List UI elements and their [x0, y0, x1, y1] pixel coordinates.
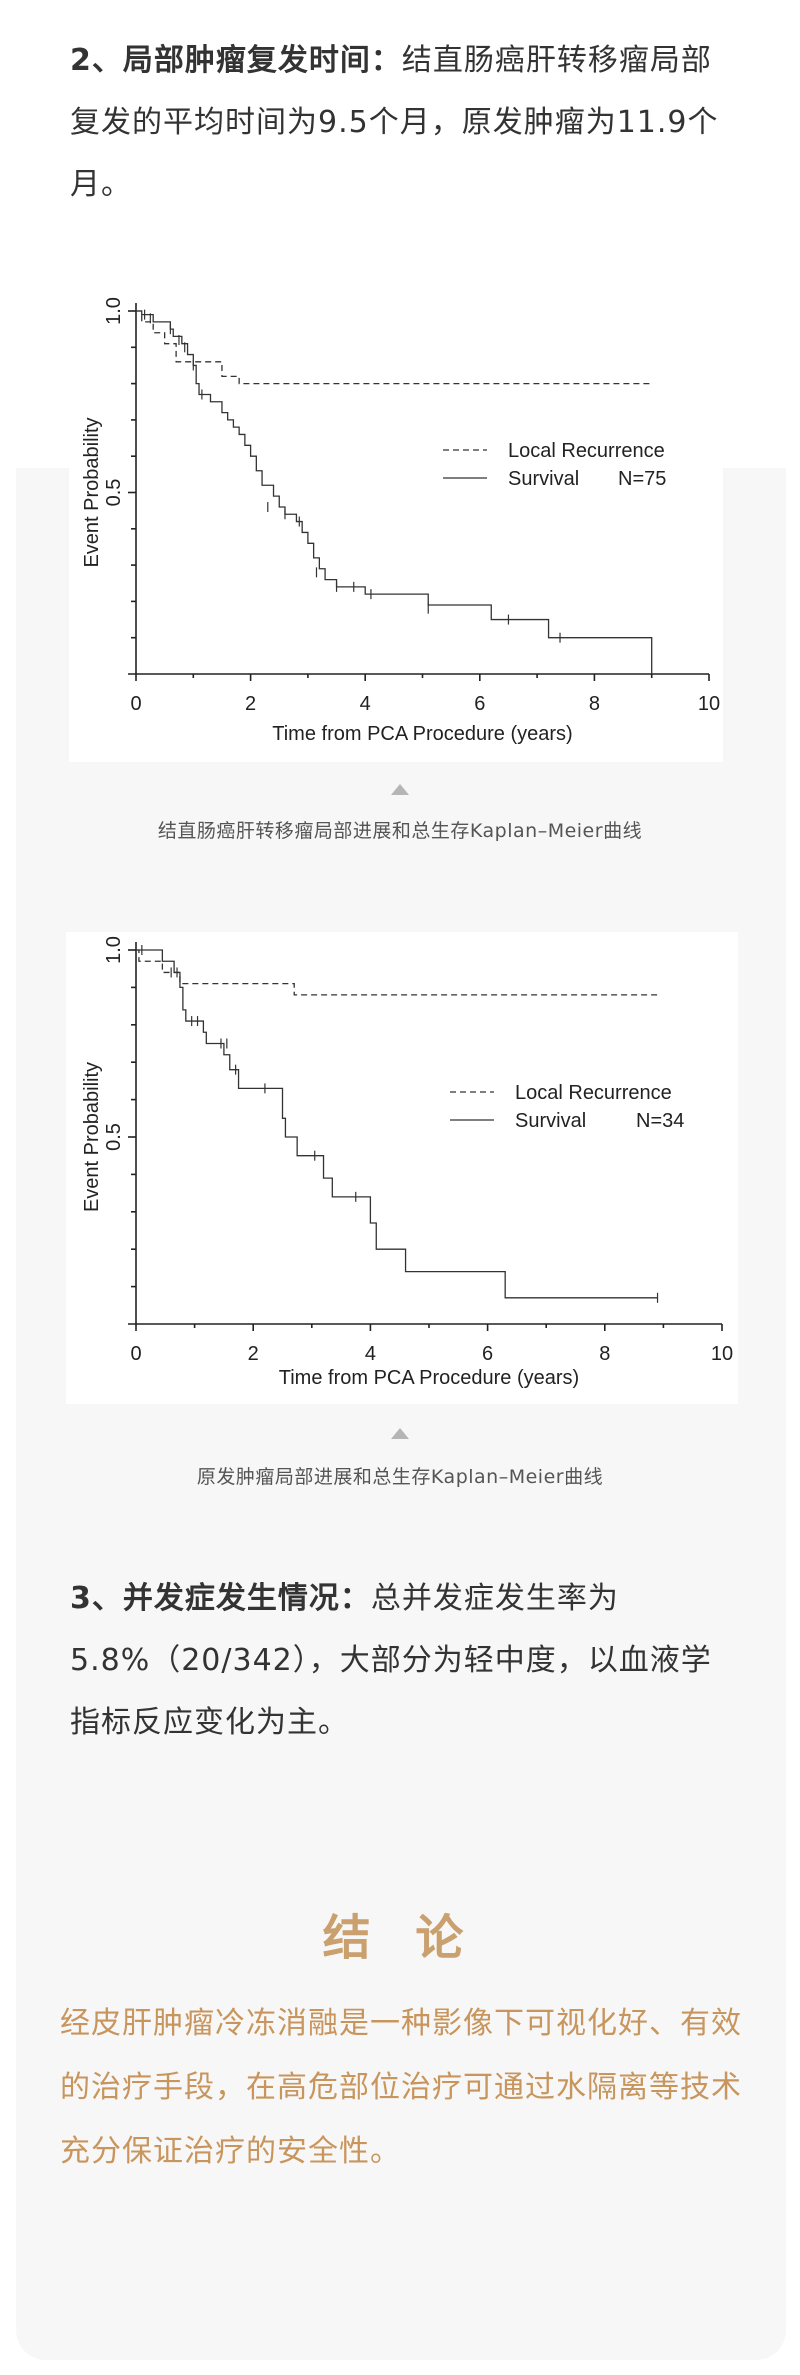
legend-label: Survival	[508, 468, 579, 490]
legend-label: Survival	[515, 1110, 586, 1132]
series-line-survival	[136, 310, 653, 674]
content-card	[16, 468, 786, 2360]
section2-paragraph: 2、局部肿瘤复发时间：结直肠癌肝转移瘤局部复发的平均时间为9.5个月，原发肿瘤为…	[70, 30, 740, 216]
figure-caption-1: 结直肠癌肝转移瘤局部进展和总生存Kaplan–Meier曲线	[157, 820, 643, 842]
conclusion-title: 结 论	[322, 1910, 478, 1966]
legend-n-label: N=75	[618, 468, 666, 490]
x-axis-label: Time from PCA Procedure (years)	[279, 1367, 579, 1389]
chart-svg: 0 2 4 6 8 10 0.5 1.0 Event Probability Time from …	[81, 936, 733, 1389]
x-tick-label: 10	[711, 1343, 733, 1365]
x-tick-label: 6	[474, 693, 485, 715]
x-tick-label: 4	[360, 693, 371, 715]
y-tick-label: 0.5	[103, 1123, 125, 1151]
legend-label: Local Recurrence	[508, 440, 665, 462]
series-line-survival	[136, 949, 658, 1299]
triangle-up-icon	[391, 784, 409, 795]
legend-label: Local Recurrence	[515, 1082, 672, 1104]
y-axis-label: Event Probability	[81, 1062, 103, 1212]
section3-heading: 3、并发症发生情况：	[70, 1581, 371, 1616]
y-axis-label: Event Probability	[81, 417, 103, 567]
y-tick-label: 1.0	[103, 297, 125, 325]
chart-svg: 0 2 4 6 8 10 0.5 1.0 Event Probability Time from …	[81, 297, 720, 745]
legend-n-label: N=34	[636, 1110, 684, 1132]
triangle-up-icon	[391, 1428, 409, 1439]
y-tick-label: 1.0	[103, 936, 125, 964]
x-tick-label: 8	[599, 1343, 610, 1365]
x-tick-label: 0	[130, 693, 141, 715]
section2-heading: 2、局部肿瘤复发时间：	[70, 43, 402, 78]
section3-body: 总并发症发生率为5.8%（20/342），大部分为轻中度，以血液学指标反应变化为…	[70, 1581, 712, 1740]
figure-caption-2: 原发肿瘤局部进展和总生存Kaplan–Meier曲线	[196, 1466, 604, 1488]
section3-paragraph: 3、并发症发生情况：总并发症发生率为5.8%（20/342），大部分为轻中度，以…	[70, 1568, 740, 1754]
y-tick-label: 0.5	[103, 479, 125, 507]
x-tick-label: 4	[365, 1343, 376, 1365]
km-chart-colorectal: 0 2 4 6 8 10 0.5 1.0 Event Probability Time from …	[69, 285, 723, 762]
series-line-local-recurrence	[136, 949, 658, 996]
x-tick-label: 8	[589, 693, 600, 715]
x-axis-label: Time from PCA Procedure (years)	[272, 723, 572, 745]
km-chart-primary: 0 2 4 6 8 10 0.5 1.0 Event Probability Time from …	[66, 932, 738, 1404]
x-tick-label: 10	[698, 693, 720, 715]
x-tick-label: 2	[248, 1343, 259, 1365]
x-tick-label: 6	[482, 1343, 493, 1365]
conclusion-body: 经皮肝肿瘤冷冻消融是一种影像下可视化好、有效的治疗手段，在高危部位治疗可通过水隔…	[60, 2006, 742, 2169]
series-line-local-recurrence	[136, 310, 652, 385]
section2-body: 结直肠癌肝转移瘤局部复发的平均时间为9.5个月，原发肿瘤为11.9个月。	[70, 43, 719, 202]
x-tick-label: 2	[245, 693, 256, 715]
x-tick-label: 0	[130, 1343, 141, 1365]
